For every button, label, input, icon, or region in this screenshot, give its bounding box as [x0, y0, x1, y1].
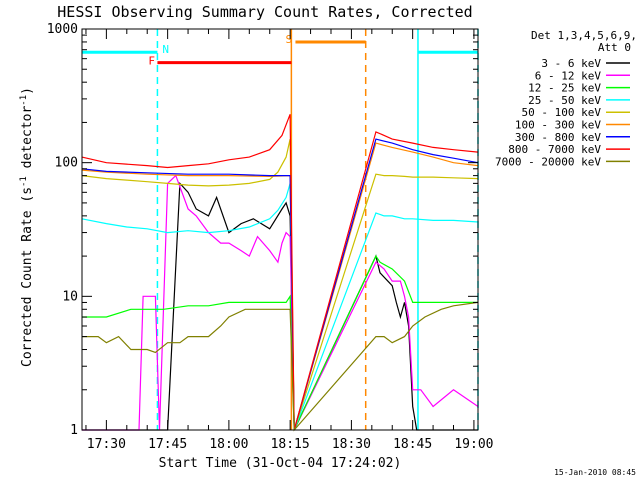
y-tick-label-3: 100: [55, 156, 78, 171]
x-tick-label-1: 17:30: [87, 437, 126, 452]
legend-label-6: 100 - 300 keV: [515, 119, 601, 132]
x-tick-label-4: 18:15: [271, 437, 310, 452]
series-line-3: [81, 254, 478, 431]
legend-label-9: 7000 - 20000 keV: [495, 155, 601, 168]
series-line-9: [81, 301, 479, 432]
x-tick-label-5: 18:30: [332, 437, 371, 452]
series-line-5: [81, 138, 479, 431]
y-tick-label-1: 1: [70, 423, 78, 438]
series-line-8: [81, 114, 479, 431]
series-line-1: [81, 181, 478, 431]
legend-label-2: 6 - 12 keV: [535, 69, 602, 82]
flare-label: F: [148, 55, 155, 68]
axes: 1 10 100 1000 17:30 17:45 18:00 18:15 18:30 18:45…: [47, 22, 494, 452]
legend-label-3: 12 - 25 keV: [528, 82, 601, 95]
chart-title: HESSI Observing Summary Count Rates, Cor…: [57, 3, 472, 21]
timestamp: 15-Jan-2010 08:45: [554, 468, 636, 477]
legend-label-4: 25 - 50 keV: [528, 94, 601, 107]
plot-frame: [81, 28, 479, 431]
saa-label: S: [285, 33, 292, 46]
legend-label-5: 50 - 100 keV: [522, 106, 602, 119]
y-axis-label: Corrected Count Rate (s-1 detector-1): [19, 87, 35, 367]
legend-header-line2: Att 0: [598, 41, 631, 54]
y-tick-label-4: 1000: [47, 22, 78, 37]
x-tick-label-7: 19:00: [454, 437, 493, 452]
night-label: N: [162, 43, 169, 56]
legend-label-1: 3 - 6 keV: [541, 57, 601, 70]
legend-label-7: 300 - 800 keV: [515, 131, 601, 144]
legend-label-8: 800 - 7000 keV: [508, 143, 601, 156]
x-tick-label-6: 18:45: [393, 437, 432, 452]
legend-header-line1: Det 1,3,4,5,6,9,: [531, 29, 637, 42]
series-line-4: [81, 183, 479, 431]
x-tick-label-3: 18:00: [209, 437, 248, 452]
x-tick-label-2: 17:45: [148, 437, 187, 452]
x-axis-label: Start Time (31-Oct-04 17:24:02): [159, 456, 402, 471]
plot-data-layer: F S N: [81, 29, 479, 432]
y-tick-label-2: 10: [62, 289, 78, 304]
